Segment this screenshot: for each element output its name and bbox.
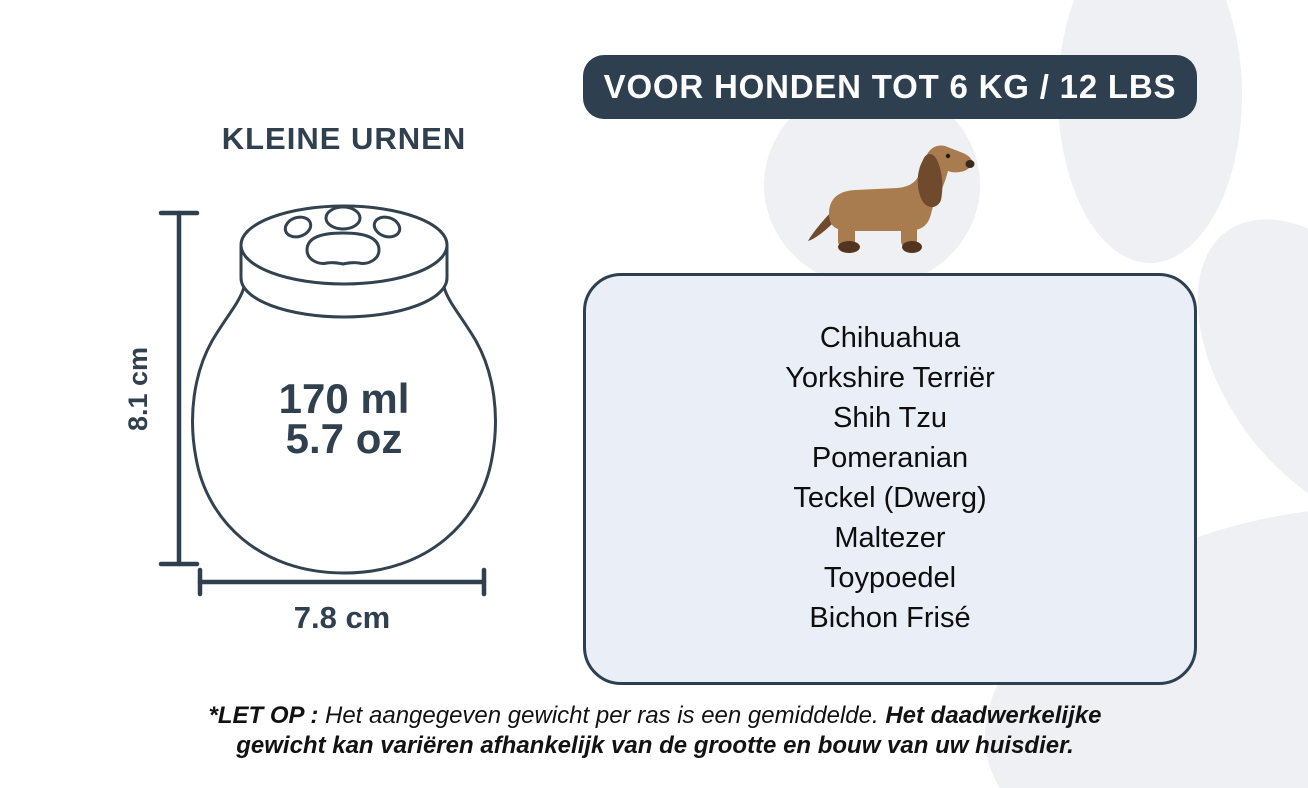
dachshund-rear-foot: [838, 241, 860, 253]
note-body: Het aangegeven gewicht per ras is een ge…: [324, 702, 886, 729]
paw-toe-icon: [1197, 219, 1308, 521]
height-dimension-label: 8.1 cm: [123, 347, 153, 431]
width-dimension-line: [197, 567, 487, 597]
dachshund-icon: [808, 145, 975, 253]
breed-list-item: Maltezer: [834, 522, 946, 554]
weight-limit-label: VOOR HONDEN TOT 6 KG / 12 LBS: [603, 68, 1177, 105]
dachshund-nose: [965, 160, 975, 168]
breed-list-item: Toypoedel: [823, 562, 957, 594]
dachshund-front-foot: [902, 241, 922, 253]
breed-list-item: Teckel (Dwerg): [793, 482, 987, 514]
dachshund-ear: [917, 154, 943, 208]
breed-list-item: Shih Tzu: [833, 402, 947, 434]
urn-diagram: 170 ml 5.7 oz 8.1 cm 7.8 cm: [123, 204, 497, 635]
paw-toe-icon: [764, 83, 980, 287]
breed-list-item: Yorkshire Terriër: [785, 362, 995, 394]
note-prefix: *LET OP :: [208, 702, 325, 729]
dachshund-eye: [945, 153, 951, 159]
breed-list-item: Pomeranian: [811, 442, 969, 474]
breed-list-item: Chihuahua: [819, 322, 961, 354]
disclaimer-note: *LET OP : Het aangegeven gewicht per ras…: [195, 701, 1115, 761]
paw-print-icon: [283, 205, 402, 266]
height-dimension-line: [158, 210, 200, 567]
urn-body: [191, 286, 497, 575]
breed-list-card: Chihuahua Yorkshire Terriër Shih Tzu Pomera…: [583, 273, 1197, 685]
urn-volume-oz: 5.7 oz: [286, 415, 403, 462]
breed-list-item: Bichon Frisé: [809, 602, 971, 634]
urn-volume-ml: 170 ml: [279, 375, 410, 422]
width-dimension-label: 7.8 cm: [294, 600, 391, 635]
weight-limit-badge: VOOR HONDEN TOT 6 KG / 12 LBS: [583, 55, 1197, 119]
dachshund-body: [829, 145, 973, 231]
paw-toe-icon: [1058, 0, 1242, 263]
note-emphasis: Het daadwerkelijke gewicht kan variëren …: [236, 702, 1102, 759]
urn-section-title: KLEINE URNEN: [221, 121, 467, 156]
breed-list: Chihuahua Yorkshire Terriër Shih Tzu Pomera…: [586, 276, 1194, 638]
